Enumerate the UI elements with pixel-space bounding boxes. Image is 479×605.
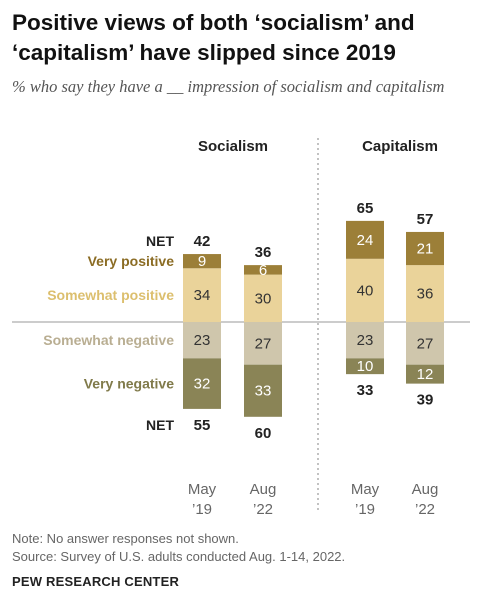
net-negative-capitalism-1: 39 — [417, 392, 434, 409]
category-year-capitalism-0: ’19 — [355, 501, 375, 518]
diverging-bar-chart: Socialism 34 9 23 32 42 55 May ’19 30 6 27 33 36 60 Aug… — [12, 138, 470, 518]
category-label-socialism-0: May — [188, 481, 217, 498]
category-year-capitalism-1: ’22 — [415, 501, 435, 518]
bar-very-positive-socialism-0 — [183, 254, 221, 269]
bar-very-negative-socialism-0 — [183, 358, 221, 409]
value-somewhat-negative-socialism-1: 27 — [255, 335, 272, 352]
row-label-net-positive: NET — [146, 233, 174, 249]
chart-source: Source: Survey of U.S. adults conducted … — [12, 549, 346, 564]
net-positive-socialism-1: 36 — [255, 244, 272, 261]
value-very-negative-capitalism-0: 10 — [357, 358, 374, 375]
value-somewhat-positive-socialism-0: 34 — [194, 287, 211, 304]
bar-somewhat-negative-socialism-1 — [244, 322, 282, 365]
row-label-very-negative: Very negative — [84, 376, 174, 392]
bar-very-negative-capitalism-0 — [346, 358, 384, 375]
category-year-socialism-0: ’19 — [192, 501, 212, 518]
net-negative-socialism-0: 55 — [194, 417, 211, 434]
bar-somewhat-positive-capitalism-0 — [346, 258, 384, 322]
row-label-somewhat-positive: Somewhat positive — [47, 287, 174, 303]
bar-somewhat-negative-capitalism-1 — [406, 322, 444, 365]
bar-somewhat-negative-socialism-0 — [183, 322, 221, 359]
net-negative-socialism-1: 60 — [255, 425, 272, 442]
value-somewhat-negative-capitalism-0: 23 — [357, 332, 374, 349]
value-very-negative-capitalism-1: 12 — [417, 366, 434, 383]
value-very-negative-socialism-0: 32 — [194, 376, 211, 393]
row-label-very-positive: Very positive — [88, 253, 175, 269]
net-positive-capitalism-1: 57 — [417, 211, 434, 228]
bar-very-negative-capitalism-1 — [406, 364, 444, 384]
value-somewhat-positive-capitalism-1: 36 — [417, 286, 434, 303]
panel-title-socialism: Socialism — [198, 138, 268, 155]
category-label-capitalism-0: May — [351, 481, 380, 498]
net-negative-capitalism-0: 33 — [357, 382, 374, 399]
value-very-negative-socialism-1: 33 — [255, 383, 272, 400]
category-label-capitalism-1: Aug — [412, 481, 439, 498]
bar-somewhat-positive-socialism-0 — [183, 268, 221, 322]
value-very-positive-socialism-0: 9 — [198, 253, 206, 270]
net-positive-socialism-0: 42 — [194, 233, 211, 250]
bar-somewhat-positive-socialism-1 — [244, 274, 282, 322]
value-very-positive-socialism-1: 6 — [259, 262, 267, 279]
value-very-positive-capitalism-0: 24 — [357, 232, 374, 249]
row-label-net-negative: NET — [146, 417, 174, 433]
bar-somewhat-positive-capitalism-1 — [406, 265, 444, 322]
value-very-positive-capitalism-1: 21 — [417, 241, 434, 258]
bar-very-positive-capitalism-1 — [406, 231, 444, 266]
row-label-somewhat-negative: Somewhat negative — [43, 332, 174, 348]
net-positive-capitalism-0: 65 — [357, 200, 374, 217]
category-year-socialism-1: ’22 — [253, 501, 273, 518]
chart-title: Positive views of both ‘socialism’ and ‘… — [12, 10, 415, 65]
value-somewhat-negative-socialism-0: 23 — [194, 332, 211, 349]
bar-very-positive-socialism-1 — [244, 265, 282, 275]
chart-subtitle: % who say they have a __ impression of s… — [12, 77, 445, 96]
bar-somewhat-negative-capitalism-0 — [346, 322, 384, 359]
bar-very-negative-socialism-1 — [244, 364, 282, 417]
pew-logo-text: PEW RESEARCH CENTER — [12, 574, 180, 589]
value-somewhat-positive-socialism-1: 30 — [255, 290, 272, 307]
category-label-socialism-1: Aug — [250, 481, 277, 498]
panel-title-capitalism: Capitalism — [362, 138, 438, 155]
bar-very-positive-capitalism-0 — [346, 220, 384, 259]
value-somewhat-negative-capitalism-1: 27 — [417, 335, 434, 352]
value-somewhat-positive-capitalism-0: 40 — [357, 282, 374, 299]
chart-note: Note: No answer responses not shown. — [12, 531, 239, 546]
